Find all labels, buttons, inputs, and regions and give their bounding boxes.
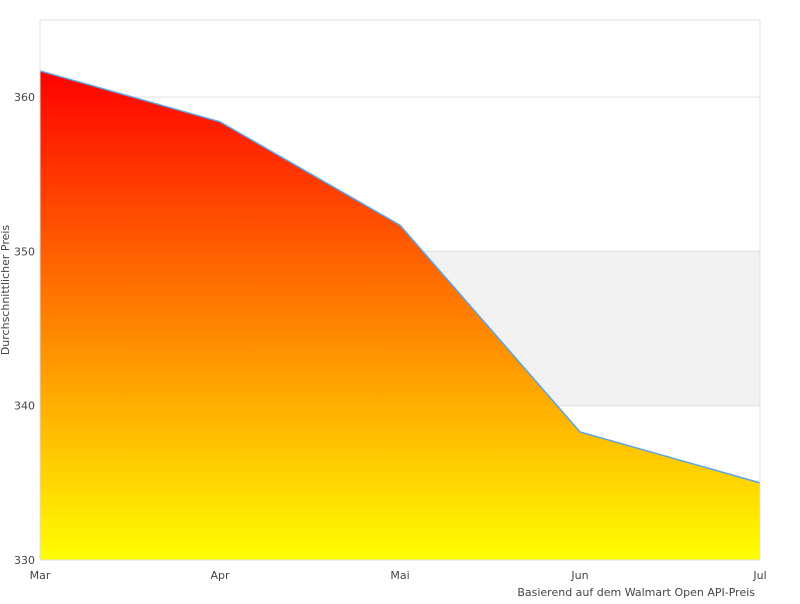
y-tick-label: 360 — [14, 91, 35, 104]
y-tick-label: 340 — [14, 400, 35, 413]
x-tick-label: Mai — [390, 569, 409, 582]
series-line — [39, 70, 761, 484]
y-tick-label: 350 — [14, 245, 35, 258]
x-tick-label: Jun — [570, 569, 588, 582]
area-fill — [40, 70, 760, 561]
y-tick-label: 330 — [14, 554, 35, 567]
x-tick-label: Mar — [30, 569, 51, 582]
plot-border — [39, 19, 761, 561]
x-tick-label: Apr — [210, 569, 230, 582]
x-tick-label: Jul — [752, 569, 766, 582]
y-axis-label: Durchschnittlicher Preis — [0, 225, 12, 356]
x-axis-label: Basierend auf dem Walmart Open API-Preis — [517, 586, 755, 599]
